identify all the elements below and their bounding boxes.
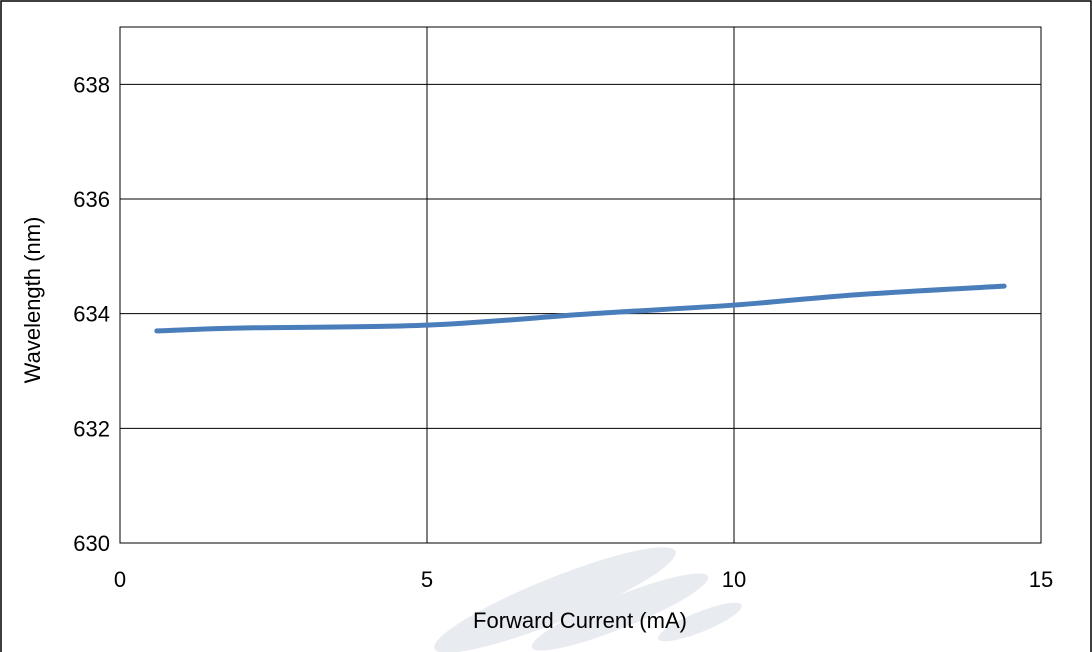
y-tick-label: 632 — [73, 416, 110, 441]
y-tick-labels: 630 632 634 636 638 — [73, 72, 110, 556]
watermark-logo — [434, 547, 742, 652]
y-tick-label: 638 — [73, 72, 110, 97]
y-tick-label: 634 — [73, 302, 110, 327]
plot-area — [119, 26, 1042, 544]
x-tick-label: 0 — [114, 567, 126, 592]
grid-lines — [119, 27, 1042, 544]
series-line — [154, 283, 1007, 334]
y-tick-label: 630 — [73, 531, 110, 556]
y-axis-title: Wavelength (nm) — [20, 217, 45, 384]
x-tick-label: 5 — [421, 567, 433, 592]
x-tick-labels: 0 5 10 15 — [114, 567, 1053, 592]
x-tick-label: 15 — [1029, 567, 1053, 592]
y-tick-label: 636 — [73, 187, 110, 212]
series-layer — [154, 283, 1007, 334]
x-axis-title: Forward Current (mA) — [473, 608, 687, 633]
x-tick-label: 10 — [722, 567, 746, 592]
